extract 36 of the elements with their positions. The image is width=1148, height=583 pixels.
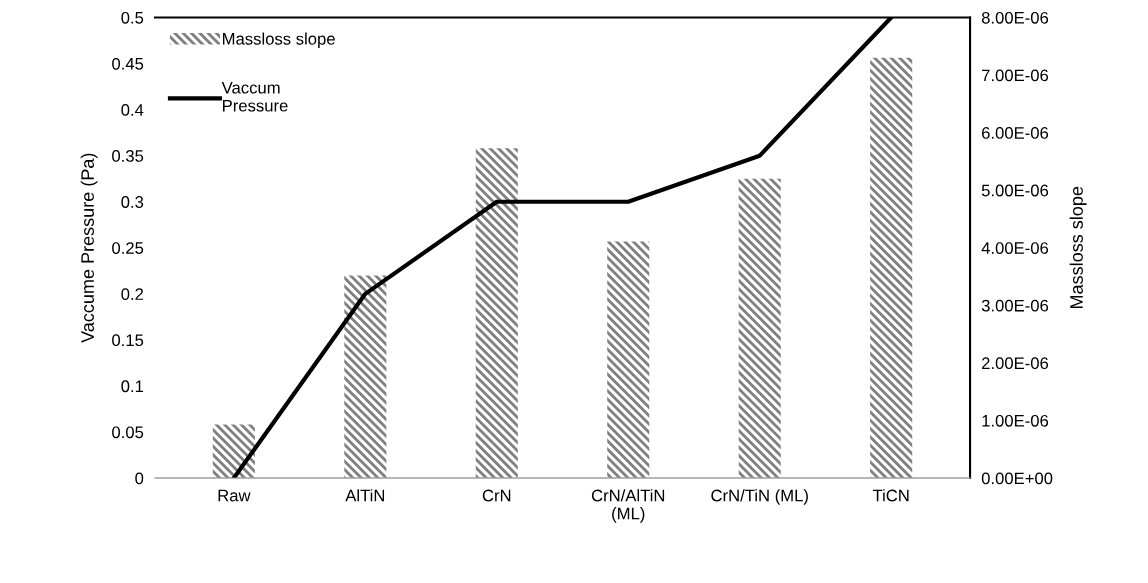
x-tick-label: CrN/AlTiN (ML) bbox=[591, 489, 665, 523]
bar bbox=[212, 424, 255, 479]
bar bbox=[870, 57, 913, 479]
bar bbox=[344, 275, 387, 479]
y-axis-title: Vaccume Pressure (Pa) bbox=[80, 153, 98, 343]
y2-tick-label: 0.00E+00 bbox=[981, 472, 1053, 485]
x-tick-label: TiCN bbox=[872, 489, 909, 502]
y-tick-label: 0.2 bbox=[121, 288, 144, 301]
bar bbox=[607, 241, 650, 479]
y-tick-label: 0.05 bbox=[112, 426, 144, 439]
y2-tick-label: 3.00E-06 bbox=[981, 299, 1049, 312]
x-tick-label: Raw bbox=[218, 489, 251, 502]
y2-tick-label: 2.00E-06 bbox=[982, 357, 1049, 370]
y2-tick-label: 6.00E-06 bbox=[982, 127, 1049, 139]
y2-axis-title: Massloss slope bbox=[1069, 186, 1087, 308]
legend-label: Vaccum Pressure bbox=[221, 81, 288, 112]
x-tick-label: AlTiN bbox=[345, 489, 385, 502]
y-tick-label: 0.3 bbox=[121, 196, 144, 208]
bar bbox=[475, 148, 518, 479]
x-tick-label: CrN bbox=[482, 489, 511, 502]
y-tick-label: 0.35 bbox=[112, 150, 144, 162]
x-tick-label: CrN/TiN (ML) bbox=[711, 489, 808, 505]
y2-tick-label: 4.00E-06 bbox=[981, 242, 1049, 254]
legend-label: Massloss slope bbox=[223, 32, 335, 49]
y-tick-label: 0.4 bbox=[121, 104, 144, 116]
y-tick-label: 0.15 bbox=[112, 334, 144, 347]
y2-tick-label: 1.00E-06 bbox=[982, 414, 1049, 427]
y-tick-label: 0 bbox=[135, 472, 144, 485]
bar bbox=[738, 178, 781, 479]
y2-tick-label: 7.00E-06 bbox=[982, 69, 1049, 82]
y2-tick-label: 8.00E-06 bbox=[981, 11, 1049, 24]
y-tick-label: 0.5 bbox=[121, 11, 144, 24]
y-tick-label: 0.25 bbox=[112, 242, 144, 254]
y-tick-label: 0.45 bbox=[112, 57, 144, 70]
y-tick-label: 0.1 bbox=[121, 380, 144, 393]
y2-tick-label: 5.00E-06 bbox=[981, 184, 1049, 197]
